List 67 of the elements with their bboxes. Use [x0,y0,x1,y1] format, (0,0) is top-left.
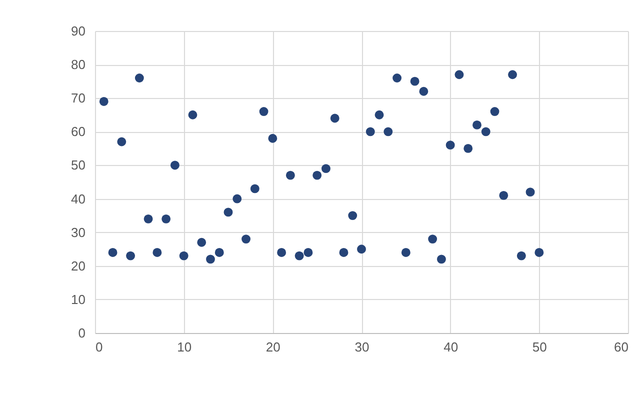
point [144,214,153,224]
x-tick-label: 30 [354,340,370,354]
point [499,190,508,200]
point [330,114,340,123]
y-tick-label: 20 [71,258,86,274]
point [294,251,304,260]
point [446,140,455,150]
point [117,137,126,146]
point [224,208,233,217]
point [401,248,410,257]
y-tick-label: 40 [71,191,86,206]
x-tick-label: 50 [532,340,547,354]
point [464,144,473,153]
point [348,211,358,220]
point [197,238,206,247]
point [508,70,517,80]
point [410,76,420,86]
point [242,234,250,244]
x-tick-label: 40 [444,340,458,354]
point [214,248,224,257]
point [374,110,384,120]
point [516,251,526,260]
x-tick-label: 20 [266,340,280,354]
point [179,251,188,260]
y-tick-label: 0 [78,326,86,340]
point [277,248,286,257]
point [232,194,242,204]
point [108,248,118,257]
y-tick-label: 70 [71,90,86,106]
y-tick-label: 90 [71,24,86,38]
point [126,251,136,260]
point [392,74,402,82]
point [99,97,108,106]
y-tick-label: 10 [71,292,86,307]
point [304,248,313,257]
point [259,107,268,116]
point [419,86,428,96]
point [134,74,144,82]
y-tick-label: 80 [71,57,86,72]
point [490,107,500,116]
point [312,170,322,180]
point [357,244,366,254]
point [250,184,260,194]
point [268,134,278,143]
point [162,214,171,224]
point [472,120,482,130]
x-tick-label: 60 [614,340,628,354]
point [534,248,544,257]
point [384,127,393,136]
point [152,248,162,257]
point [286,170,295,180]
y-tick-label: 30 [71,224,86,240]
point [436,254,446,264]
point [188,110,198,120]
y-tick-label: 60 [71,124,86,140]
point [428,234,438,244]
point [321,164,330,174]
y-tick-label: 50 [71,158,86,173]
point [366,127,375,136]
point [526,188,535,197]
point [481,127,490,136]
point [206,254,215,264]
x-tick-label: 0 [96,340,103,354]
x-tick-label: 10 [177,340,192,354]
point [454,70,464,80]
point [170,160,180,170]
point [339,248,348,257]
